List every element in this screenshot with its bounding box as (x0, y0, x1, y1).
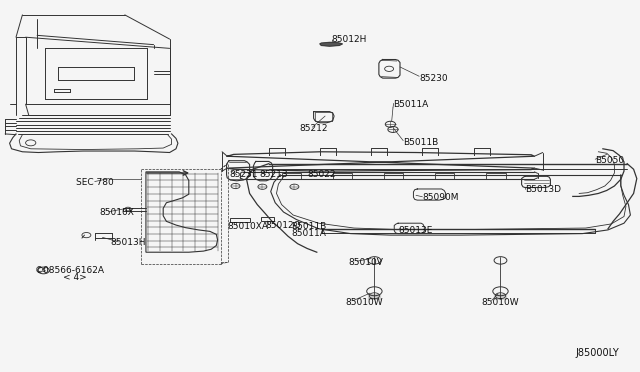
Text: 85090M: 85090M (422, 193, 459, 202)
Bar (486, 173, 506, 179)
Text: S: S (42, 268, 45, 273)
Text: B5011B: B5011B (291, 222, 326, 231)
Text: 85012Q: 85012Q (266, 221, 301, 230)
Text: 85212: 85212 (300, 124, 328, 133)
Text: J85000LY: J85000LY (576, 348, 620, 358)
Text: B5050: B5050 (595, 156, 625, 165)
Text: 85013E: 85013E (399, 226, 433, 235)
Text: 85213: 85213 (259, 170, 288, 179)
Text: B5013D: B5013D (525, 185, 561, 194)
Bar (333, 173, 352, 179)
Bar (384, 173, 403, 179)
Text: < 4>: < 4> (63, 273, 86, 282)
Bar (282, 173, 301, 179)
Text: ©08566-6162A: ©08566-6162A (35, 266, 105, 275)
Text: 85012H: 85012H (332, 35, 367, 44)
Text: SEC 780: SEC 780 (76, 178, 113, 187)
Text: 85010W: 85010W (346, 298, 383, 307)
Text: 85013H: 85013H (111, 238, 146, 247)
Polygon shape (320, 42, 342, 46)
Text: 85010X: 85010X (100, 208, 134, 217)
Text: 85230: 85230 (419, 74, 448, 83)
Text: 85231: 85231 (229, 170, 258, 179)
Text: B5011A: B5011A (394, 100, 429, 109)
Text: 85010V: 85010V (348, 258, 383, 267)
Text: 85010W: 85010W (481, 298, 519, 307)
Text: 85011A: 85011A (291, 229, 326, 238)
Bar (435, 173, 454, 179)
Text: 85022: 85022 (307, 170, 336, 179)
Text: B5011B: B5011B (403, 138, 438, 147)
Text: 85010XA: 85010XA (228, 222, 269, 231)
